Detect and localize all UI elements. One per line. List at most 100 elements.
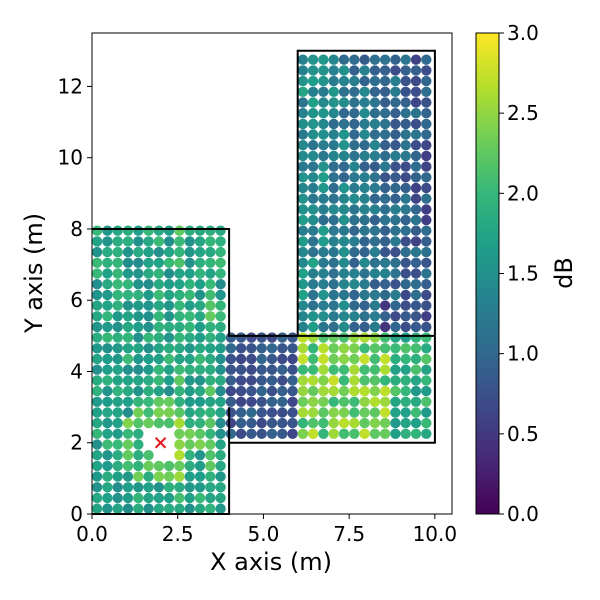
measurement-point (318, 279, 329, 290)
measurement-point (91, 364, 103, 375)
measurement-point (91, 460, 103, 472)
measurement-point (410, 86, 422, 98)
measurement-point (256, 417, 267, 429)
measurement-point (205, 460, 216, 472)
measurement-point (133, 375, 144, 386)
measurement-point (318, 182, 329, 194)
measurement-point (194, 385, 206, 397)
measurement-point (184, 332, 195, 343)
measurement-point (235, 417, 247, 429)
measurement-point (328, 150, 339, 162)
measurement-point (297, 140, 309, 151)
measurement-point (215, 385, 226, 397)
measurement-point (153, 353, 165, 365)
measurement-point (307, 161, 319, 172)
measurement-point (400, 417, 411, 429)
measurement-point (390, 343, 401, 354)
measurement-point (369, 172, 381, 183)
measurement-point (297, 396, 309, 407)
measurement-point (338, 311, 350, 322)
colorbar: 0.0 0.5 1.0 1.5 2.0 2.5 3.0 (475, 21, 539, 526)
colorbar-tick-label: 2.0 (507, 181, 539, 205)
measurement-point (163, 503, 175, 514)
measurement-point (91, 482, 103, 493)
measurement-point (369, 279, 381, 290)
measurement-point (400, 236, 411, 247)
measurement-point (122, 439, 134, 450)
measurement-point (338, 417, 350, 429)
measurement-point (194, 417, 206, 429)
measurement-point (338, 279, 350, 290)
measurement-point (369, 214, 381, 226)
measurement-point (122, 450, 134, 461)
measurement-point (153, 417, 165, 429)
axes: 0.0 2.5 5.0 7.5 10.0 0 2 4 6 8 10 12 (58, 32, 457, 546)
measurement-point (184, 268, 195, 279)
measurement-point (184, 503, 195, 514)
measurement-point (133, 471, 144, 482)
measurement-point (91, 385, 103, 397)
measurement-point (390, 193, 401, 204)
measurement-point (421, 54, 432, 65)
measurement-point (328, 407, 339, 418)
measurement-point (318, 353, 329, 365)
measurement-point (122, 428, 134, 439)
measurement-point (338, 54, 350, 65)
measurement-point (246, 364, 257, 375)
measurement-point (369, 161, 381, 172)
measurement-point (410, 428, 422, 439)
measurement-point (287, 343, 298, 354)
measurement-point (194, 332, 206, 343)
measurement-point (379, 407, 391, 418)
measurement-point (194, 460, 206, 472)
measurement-point (400, 257, 411, 268)
measurement-point (359, 75, 370, 87)
y-tick-label: 2 (70, 431, 83, 455)
measurement-point (163, 236, 175, 247)
measurement-point (153, 396, 165, 407)
measurement-point (421, 172, 432, 183)
measurement-point (225, 385, 237, 397)
measurement-point (318, 375, 329, 386)
colorbar-tick-label: 3.0 (507, 21, 539, 45)
measurement-point (91, 343, 103, 354)
measurement-point (174, 428, 185, 439)
measurement-point (194, 450, 206, 461)
measurement-point (205, 343, 216, 354)
measurement-point (410, 54, 422, 65)
measurement-point (410, 204, 422, 215)
measurement-point (297, 289, 309, 301)
measurement-point (421, 225, 432, 236)
measurement-point (225, 396, 237, 407)
measurement-point (421, 86, 432, 98)
measurement-point (307, 385, 319, 397)
measurement-point (133, 279, 144, 290)
y-axis-title: Y axis (m) (20, 213, 48, 334)
measurement-point (205, 417, 216, 429)
measurement-point (277, 332, 288, 343)
measurement-point (318, 172, 329, 183)
measurement-point (205, 364, 216, 375)
measurement-point (297, 364, 309, 375)
measurement-point (122, 482, 134, 493)
measurement-point (369, 343, 381, 354)
measurement-point (184, 246, 195, 258)
measurement-point (359, 86, 370, 98)
measurement-point (194, 311, 206, 322)
measurement-point (122, 246, 134, 258)
measurement-point (328, 214, 339, 226)
measurement-point (410, 172, 422, 183)
measurement-point (318, 364, 329, 375)
measurement-point (328, 332, 339, 343)
measurement-point (338, 140, 350, 151)
measurement-point (369, 375, 381, 386)
measurement-point (400, 364, 411, 375)
measurement-point (184, 460, 195, 472)
measurement-point (379, 321, 391, 333)
measurement-point (328, 118, 339, 130)
measurement-point (256, 428, 267, 439)
measurement-point (390, 268, 401, 279)
measurement-point (338, 172, 350, 183)
measurement-point (379, 182, 391, 194)
measurement-point (143, 236, 154, 247)
